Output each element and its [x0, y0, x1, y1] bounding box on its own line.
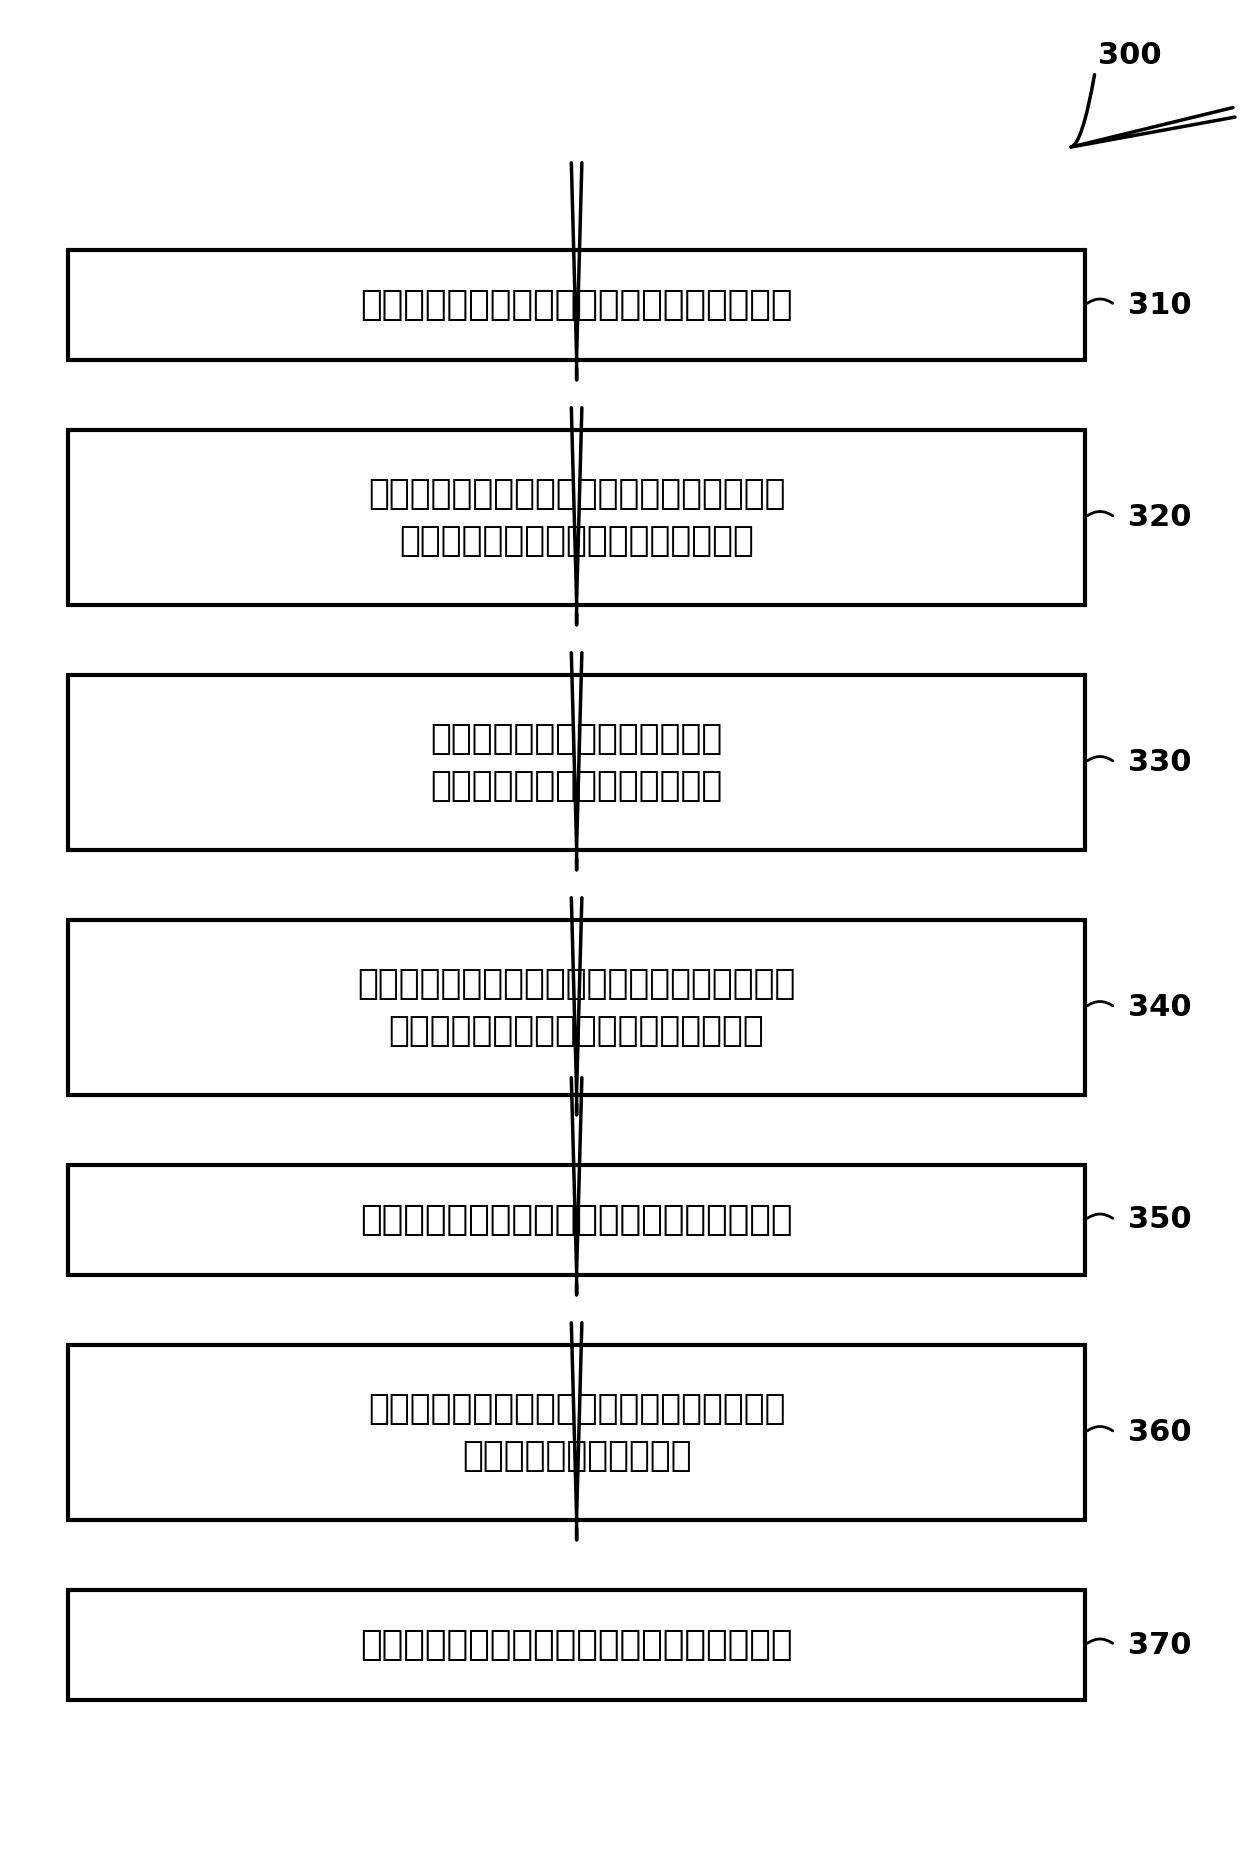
Text: 350: 350 [1128, 1205, 1192, 1235]
Text: 响应于确定差异超出预定错误阈值而生成警报: 响应于确定差异超出预定错误阈值而生成警报 [361, 1627, 792, 1663]
Bar [68, 1344, 1085, 1519]
Text: 确定零件和粉末床的导热性能，
例如包括热滞后特性或热阻特性: 确定零件和粉末床的导热性能， 例如包括热滞后特性或热阻特性 [430, 722, 723, 803]
Text: 使用熔池监测系统测量来自粉末床的辐射信号: 使用熔池监测系统测量来自粉末床的辐射信号 [361, 1203, 792, 1236]
Text: 选择性地将来自能量源的能量引导到增材材料
的层上，以熔合增材材料的层的一部分: 选择性地将来自能量源的能量引导到增材材料 的层上，以熔合增材材料的层的一部分 [368, 477, 785, 559]
Bar [68, 1166, 1085, 1275]
Bar [68, 1590, 1085, 1700]
Text: 至少部分地基于从能量源引导的能量以及零件和
粉末床的导热性能来获得预测的辐射信号: 至少部分地基于从能量源引导的能量以及零件和 粉末床的导热性能来获得预测的辐射信号 [357, 966, 796, 1048]
Bar [68, 250, 1085, 359]
Text: 确定测量到的辐射信号与预测的辐射信号之间
的差异超出预定错误阈值: 确定测量到的辐射信号与预测的辐射信号之间 的差异超出预定错误阈值 [368, 1391, 785, 1473]
Text: 340: 340 [1128, 992, 1192, 1022]
Text: 300: 300 [1099, 41, 1162, 69]
Text: 370: 370 [1128, 1631, 1192, 1659]
Text: 在增材制造机器的粉末床上沉积增材材料的层: 在增材制造机器的粉末床上沉积增材材料的层 [361, 289, 792, 322]
Text: 330: 330 [1128, 749, 1192, 776]
Bar [68, 430, 1085, 605]
Text: 320: 320 [1128, 503, 1192, 533]
Text: 360: 360 [1128, 1419, 1192, 1447]
Text: 310: 310 [1128, 290, 1192, 320]
Bar [68, 920, 1085, 1095]
Bar [68, 676, 1085, 849]
